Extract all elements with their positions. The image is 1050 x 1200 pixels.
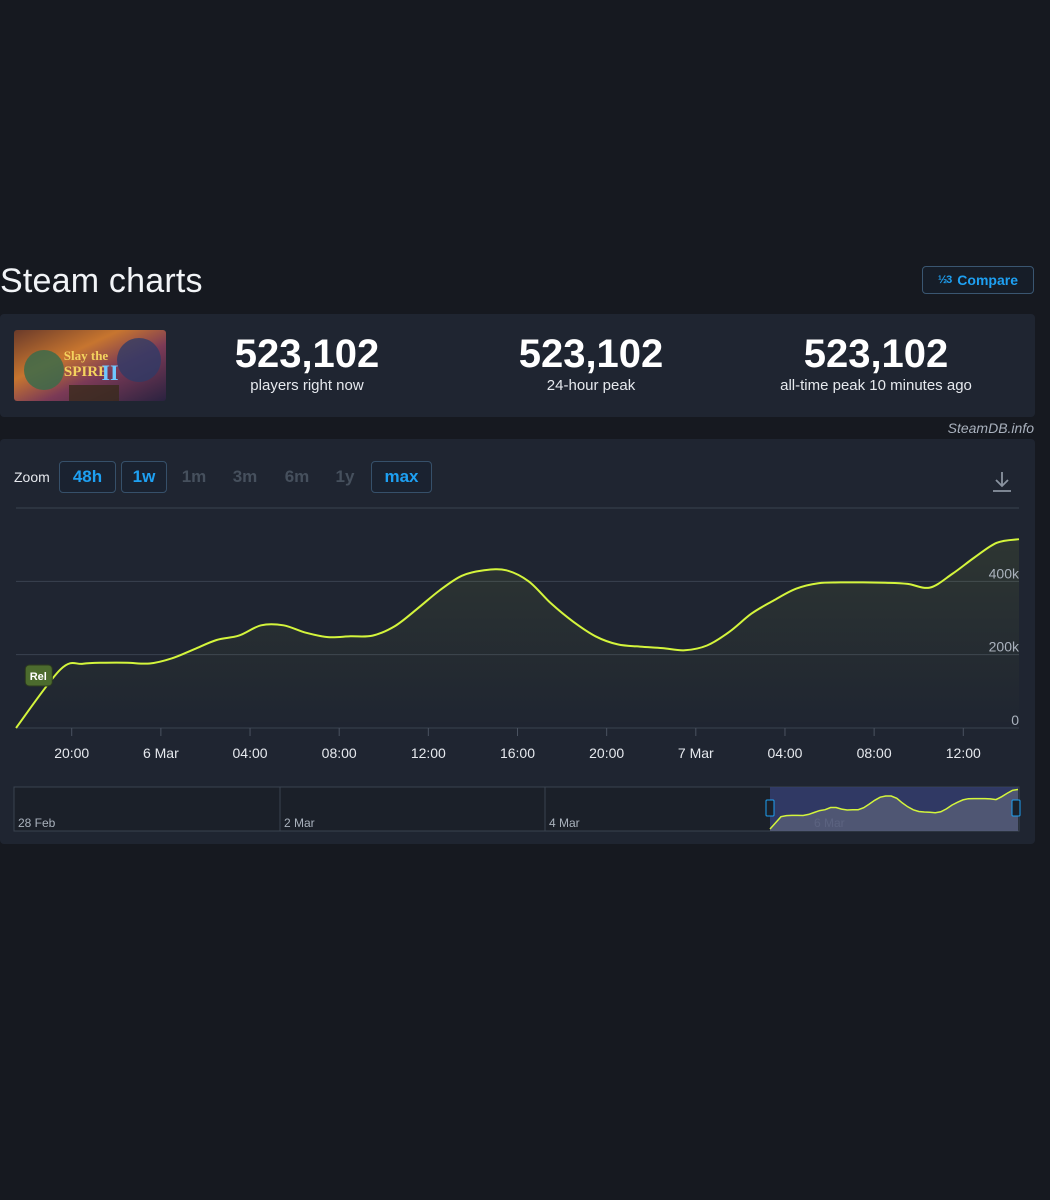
x-axis: 20:00 6 Mar 04:00 08:00 12:00 16:00 20:00 7 Mar…	[54, 728, 981, 761]
navigator-tick-label: 28 Feb	[18, 816, 56, 830]
x-tick-label: 04:00	[767, 745, 802, 761]
download-icon[interactable]	[990, 469, 1014, 495]
series-line	[15, 538, 1020, 729]
y-tick-label: 0	[1011, 712, 1019, 728]
stat-label: all-time peak 10 minutes ago	[780, 377, 972, 394]
navigator-series-line	[769, 788, 1019, 830]
page-title: Steam charts	[0, 262, 203, 300]
compare-icon: ½3	[938, 274, 952, 286]
series-area	[16, 539, 1019, 728]
x-tick-label: 16:00	[500, 745, 535, 761]
zoom-1y-button: 1y	[335, 467, 355, 486]
release-marker-badge[interactable]	[24, 664, 53, 687]
zoom-1m-button: 1m	[181, 467, 207, 486]
steamdb-credit[interactable]: SteamDB.info	[947, 420, 1034, 436]
stat-value: 523,102	[803, 332, 949, 376]
x-tick-label: 7 Mar	[678, 745, 714, 761]
x-tick-label: 20:00	[54, 745, 89, 761]
x-tick-label: 12:00	[411, 745, 446, 761]
stat-value: 523,102	[518, 332, 664, 376]
chart-panel: Zoom 48h 1w 1m 3m 6m 1y max 20:00 6 Mar 04…	[0, 439, 1035, 844]
zoom-label: Zoom	[14, 469, 50, 485]
navigator-handle-right[interactable]	[1011, 799, 1021, 817]
release-marker: Rel	[24, 664, 53, 687]
stat-all-time-peak: 523,102 all-time peak 10 minutes ago	[746, 332, 1006, 394]
x-tick-label: 04:00	[233, 745, 268, 761]
compare-label: Compare	[957, 272, 1018, 288]
stat-label: players right now	[250, 377, 364, 394]
release-marker-label: Rel	[30, 671, 47, 683]
y-axis: 0 200k 400k	[989, 565, 1020, 728]
stats-panel: Slay the SPIRE II 523,102 players right …	[0, 314, 1035, 417]
compare-button[interactable]: ½3 Compare	[922, 266, 1034, 294]
cover-figure-right	[117, 338, 161, 382]
player-count-chart[interactable]: 20:00 6 Mar 04:00 08:00 12:00 16:00 20:00 7 Mar…	[0, 439, 1035, 844]
cover-ground	[69, 385, 119, 401]
navigator-tick-label: 2 Mar	[284, 816, 315, 830]
stat-value: 523,102	[234, 332, 380, 376]
zoom-3m-button: 3m	[232, 467, 258, 486]
series-layer	[15, 538, 1020, 729]
stat-24h-peak: 523,102 24-hour peak	[461, 332, 721, 394]
stat-players-now: 523,102 players right now	[177, 332, 437, 394]
navigator-tick-label: 4 Mar	[549, 816, 580, 830]
navigator-series-area	[770, 789, 1018, 831]
cover-numeral: II	[101, 360, 118, 385]
stat-label: 24-hour peak	[546, 377, 636, 394]
y-tick-label: 200k	[989, 639, 1020, 655]
cover-figure-left	[24, 350, 64, 390]
x-tick-label: 12:00	[946, 745, 981, 761]
cover-title-bottom: SPIRE	[64, 364, 108, 380]
game-cover-image: Slay the SPIRE II	[14, 330, 166, 401]
zoom-48h-button[interactable]: 48h	[59, 461, 116, 493]
y-tick-label: 400k	[989, 565, 1020, 581]
cover-art: Slay the SPIRE II	[14, 330, 166, 401]
x-tick-label: 08:00	[322, 745, 357, 761]
zoom-1w-button[interactable]: 1w	[121, 461, 167, 493]
x-tick-label: 20:00	[589, 745, 624, 761]
cover-title-top: Slay the	[64, 348, 109, 363]
zoom-6m-button: 6m	[284, 467, 310, 486]
x-tick-label: 6 Mar	[143, 745, 179, 761]
navigator-handle-left[interactable]	[765, 799, 775, 817]
zoom-max-button[interactable]: max	[371, 461, 432, 493]
x-tick-label: 08:00	[857, 745, 892, 761]
